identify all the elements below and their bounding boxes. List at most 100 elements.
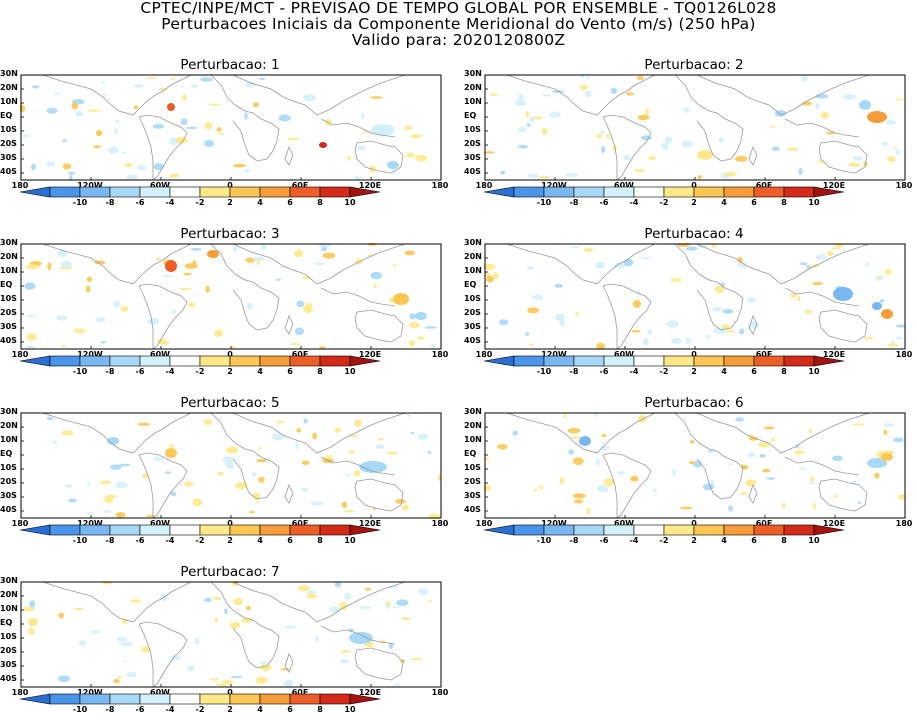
anomaly-blob <box>782 502 786 509</box>
anomaly-blob <box>531 294 544 300</box>
anomaly-blob <box>583 247 594 252</box>
colorbar-label: -2 <box>195 705 205 714</box>
colorbar-label: -8 <box>569 367 579 376</box>
coastline <box>674 74 744 162</box>
colorbar-label: 10 <box>344 198 356 207</box>
colorbar-segment <box>109 186 141 198</box>
anomaly-blob <box>356 145 366 151</box>
anomaly-blob <box>156 257 162 261</box>
coastline <box>784 456 860 476</box>
anomaly-blob <box>129 599 142 603</box>
lon-tick-label: 120W <box>541 181 567 190</box>
anomaly-blob <box>344 592 351 600</box>
lon-tick-label: 60W <box>614 350 634 359</box>
anomaly-blob <box>408 340 416 347</box>
colorbar-label: 8 <box>781 536 787 545</box>
coastline <box>138 452 188 519</box>
anomaly-blob <box>893 437 904 443</box>
anomaly-blob <box>484 457 489 461</box>
coastline <box>210 412 280 500</box>
coastline <box>506 243 656 285</box>
lon-tick-label: 180 <box>431 181 449 190</box>
anomaly-blob <box>99 480 112 485</box>
coastline <box>748 145 758 166</box>
anomaly-blob <box>685 246 698 251</box>
colorbar-label: 2 <box>227 705 233 714</box>
colorbar-segment <box>693 186 725 198</box>
anomaly-blob <box>93 145 102 149</box>
anomaly-blob <box>253 102 259 108</box>
anomaly-blob <box>207 103 221 106</box>
anomaly-blob <box>895 149 901 155</box>
panel-title: Perturbacao: 4 <box>644 226 744 242</box>
colorbar-segment <box>169 355 201 367</box>
anomaly-blob <box>573 499 584 504</box>
anomaly-blob <box>359 606 372 610</box>
anomaly-blob <box>145 515 157 517</box>
lat-tick-label: 30N <box>0 69 18 78</box>
anomaly-blob <box>284 625 297 629</box>
anomaly-blob <box>113 300 121 308</box>
anomaly-blob <box>68 171 76 175</box>
lat-tick-label: 10S <box>0 632 17 641</box>
anomaly-blob <box>340 650 351 653</box>
anomaly-blob <box>133 84 144 88</box>
anomaly-blob <box>518 93 524 101</box>
anomaly-blob <box>749 436 759 441</box>
anomaly-blob <box>885 268 892 276</box>
perturbation-panel: Perturbacao: 3 30N 20N 10N EQ 10S 20S 30S 40S 180… <box>0 227 448 377</box>
colorbar-segment <box>199 524 231 536</box>
anomaly-blob <box>634 169 645 173</box>
lat-tick-label: 20S <box>0 308 17 317</box>
lat-tick-label: 30S <box>464 491 481 500</box>
anomaly-blob <box>26 333 37 341</box>
anomaly-blob <box>410 657 424 661</box>
lon-tick-label: 60E <box>291 688 309 697</box>
coastline <box>320 625 396 645</box>
colorbar-label: -10 <box>536 367 552 376</box>
colorbar-label: -6 <box>135 367 145 376</box>
anomaly-blob <box>100 81 106 84</box>
colorbar-label: -6 <box>135 536 145 545</box>
anomaly-blob <box>569 436 583 439</box>
anomaly-blob <box>244 112 248 120</box>
anomaly-blob <box>497 444 508 450</box>
coastline <box>696 243 870 285</box>
anomaly-blob <box>364 587 372 591</box>
anomaly-blob <box>122 660 127 663</box>
anomaly-blob <box>498 319 509 326</box>
anomaly-blob <box>255 676 268 684</box>
anomaly-blob <box>192 498 203 507</box>
anomaly-blob <box>679 506 693 510</box>
anomaly-blob <box>90 630 101 634</box>
colorbar <box>484 355 845 367</box>
anomaly-blob <box>417 433 429 440</box>
anomaly-blob <box>529 116 535 123</box>
map-frame <box>20 74 442 181</box>
anomaly-blob <box>280 668 290 671</box>
anomaly-blob <box>233 163 246 168</box>
colorbar-label: 4 <box>721 536 727 545</box>
panel-title: Perturbacao: 2 <box>644 57 744 73</box>
anomaly-blob <box>387 451 399 455</box>
anomaly-blob <box>107 494 117 498</box>
lon-tick-label: 180 <box>11 519 29 528</box>
colorbar-label: 10 <box>344 536 356 545</box>
anomaly-blob <box>272 433 285 441</box>
anomaly-blob <box>527 265 534 270</box>
coastline <box>42 581 192 623</box>
lon-tick-label: 180 <box>475 350 493 359</box>
colorbar-segment <box>109 355 141 367</box>
lon-tick-label: 180 <box>431 350 449 359</box>
anomaly-patch <box>579 436 591 446</box>
colorbar-right-arrow <box>813 355 845 367</box>
anomaly-blob <box>296 428 302 433</box>
anomaly-blob <box>232 246 238 252</box>
anomaly-blob <box>808 428 812 435</box>
anomaly-blob <box>771 146 780 152</box>
anomaly-blob <box>62 163 72 170</box>
anomaly-blob <box>852 423 865 426</box>
anomaly-blob <box>171 310 177 314</box>
anomaly-blob <box>745 479 757 487</box>
anomaly-blob <box>603 478 614 487</box>
